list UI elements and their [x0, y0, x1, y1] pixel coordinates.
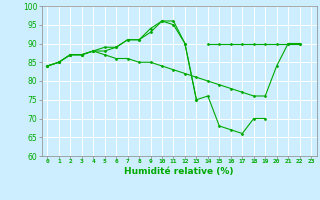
X-axis label: Humidité relative (%): Humidité relative (%): [124, 167, 234, 176]
